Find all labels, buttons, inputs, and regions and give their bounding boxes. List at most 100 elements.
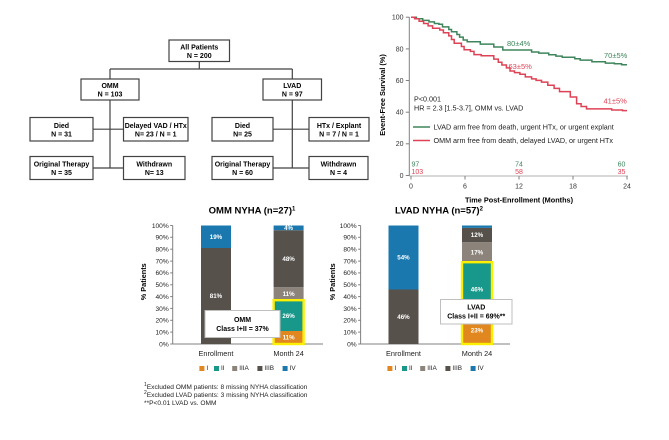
svg-text:Died: Died [235,123,250,130]
svg-text:54%: 54% [397,255,410,262]
svg-text:90%: 90% [155,235,168,242]
svg-text:IV: IV [290,365,297,372]
svg-text:80±4%: 80±4% [507,39,531,48]
svg-text:0: 0 [400,173,404,180]
svg-text:70%: 70% [343,258,356,265]
svg-text:6: 6 [463,184,467,191]
svg-text:11%: 11% [283,291,296,298]
svg-text:1Excluded OMM patients: 8 miss: 1Excluded OMM patients: 8 missing NYHA c… [144,382,308,391]
svg-text:50%: 50% [343,282,356,289]
svg-text:Class I+II = 37%: Class I+II = 37% [216,326,269,333]
svg-text:100%: 100% [340,223,357,230]
svg-text:P<0.001: P<0.001 [414,95,441,104]
svg-text:Died: Died [54,123,69,130]
svg-text:N= 25: N= 25 [233,131,252,138]
svg-text:Original Therapy: Original Therapy [34,162,90,169]
svg-text:OMM: OMM [234,317,251,324]
svg-text:100%: 100% [152,223,169,230]
svg-text:41±5%: 41±5% [604,97,628,106]
svg-text:26%: 26% [282,313,295,320]
svg-text:N = 60: N = 60 [232,170,253,177]
svg-text:N = 31: N = 31 [51,131,72,138]
svg-text:60%: 60% [343,270,356,277]
svg-text:58: 58 [515,169,523,176]
svg-text:I: I [206,365,208,372]
svg-text:80%: 80% [343,247,356,254]
svg-text:0%: 0% [347,341,357,348]
svg-text:IIIB: IIIB [264,365,274,372]
svg-text:12: 12 [515,184,523,191]
svg-text:Enrollment: Enrollment [199,349,234,358]
svg-text:60: 60 [618,162,626,169]
svg-text:10%: 10% [343,329,356,336]
svg-text:60: 60 [396,78,404,85]
svg-text:19%: 19% [210,234,223,241]
svg-text:Class I+II = 69%**: Class I+II = 69%** [447,314,505,321]
svg-text:OMM arm free from death, delay: OMM arm free from death, delayed LVAD, o… [434,136,614,145]
svg-text:90%: 90% [343,235,356,242]
svg-text:80%: 80% [155,247,168,254]
svg-text:80: 80 [396,46,404,53]
svg-text:N = 4: N = 4 [330,170,347,177]
svg-text:46%: 46% [471,287,484,294]
svg-text:70±5%: 70±5% [604,51,628,60]
svg-text:II: II [409,365,413,372]
svg-text:N = 97: N = 97 [282,92,303,99]
svg-text:IIIB: IIIB [452,365,462,372]
svg-text:OMM: OMM [101,83,118,90]
svg-text:N = 35: N = 35 [51,170,72,177]
svg-text:Month 24: Month 24 [462,349,492,358]
svg-text:48%: 48% [282,256,295,263]
svg-text:Event-Free Survival (%): Event-Free Survival (%) [378,54,387,136]
svg-text:LVAD arm free from death, urge: LVAD arm free from death, urgent HTx, or… [434,123,614,132]
svg-text:Original Therapy: Original Therapy [215,162,271,169]
svg-text:2Excluded LVAD patients: 3 mis: 2Excluded LVAD patients: 3 missing NYHA … [144,390,308,399]
svg-text:74: 74 [515,162,523,169]
svg-text:All Patients: All Patients [180,44,218,51]
svg-text:60%: 60% [155,270,168,277]
svg-text:12%: 12% [471,232,484,239]
svg-text:81%: 81% [210,293,223,300]
svg-text:LVAD: LVAD [283,83,301,90]
svg-text:40%: 40% [343,294,356,301]
svg-text:N = 103: N = 103 [98,92,123,99]
svg-text:11%: 11% [283,335,296,342]
svg-text:IV: IV [478,365,485,372]
svg-text:II: II [221,365,225,372]
svg-text:Enrollment: Enrollment [386,349,421,358]
svg-text:Month 24: Month 24 [273,349,303,358]
svg-text:0%: 0% [159,341,169,348]
svg-text:30%: 30% [155,306,168,313]
svg-text:N = 200: N = 200 [187,53,212,60]
svg-text:50%: 50% [155,282,168,289]
svg-text:0: 0 [409,184,413,191]
svg-text:N = 7 / N = 1: N = 7 / N = 1 [319,131,359,138]
svg-text:IIIA: IIIA [239,365,249,372]
svg-text:46%: 46% [397,314,410,321]
svg-text:**P<0.01 LVAD vs. OMM: **P<0.01 LVAD vs. OMM [144,400,217,407]
svg-text:24: 24 [623,184,631,191]
svg-text:LVAD NYHA (n=57)2: LVAD NYHA (n=57)2 [395,206,484,217]
svg-text:103: 103 [412,169,424,176]
svg-text:LVAD: LVAD [467,305,485,312]
svg-text:40%: 40% [155,294,168,301]
svg-text:OMM NYHA (n=27)1: OMM NYHA (n=27)1 [209,206,296,217]
svg-text:% Patients: % Patients [139,263,148,300]
svg-text:23%: 23% [471,328,484,335]
svg-text:70%: 70% [155,258,168,265]
svg-text:30%: 30% [343,306,356,313]
svg-text:HTx / Explant: HTx / Explant [317,123,362,130]
svg-text:Delayed VAD / HTx: Delayed VAD / HTx [125,123,187,130]
svg-text:% Patients: % Patients [328,263,337,300]
svg-text:10%: 10% [155,329,168,336]
svg-text:35: 35 [618,169,626,176]
svg-text:N= 23 / N = 1: N= 23 / N = 1 [135,131,177,138]
svg-text:I: I [394,365,396,372]
svg-text:20: 20 [396,141,404,148]
svg-text:40: 40 [396,110,404,117]
svg-text:100: 100 [392,15,404,22]
svg-text:17%: 17% [471,249,484,256]
svg-text:Withdrawn: Withdrawn [136,162,172,169]
svg-text:97: 97 [412,162,420,169]
svg-text:Withdrawn: Withdrawn [321,162,357,169]
